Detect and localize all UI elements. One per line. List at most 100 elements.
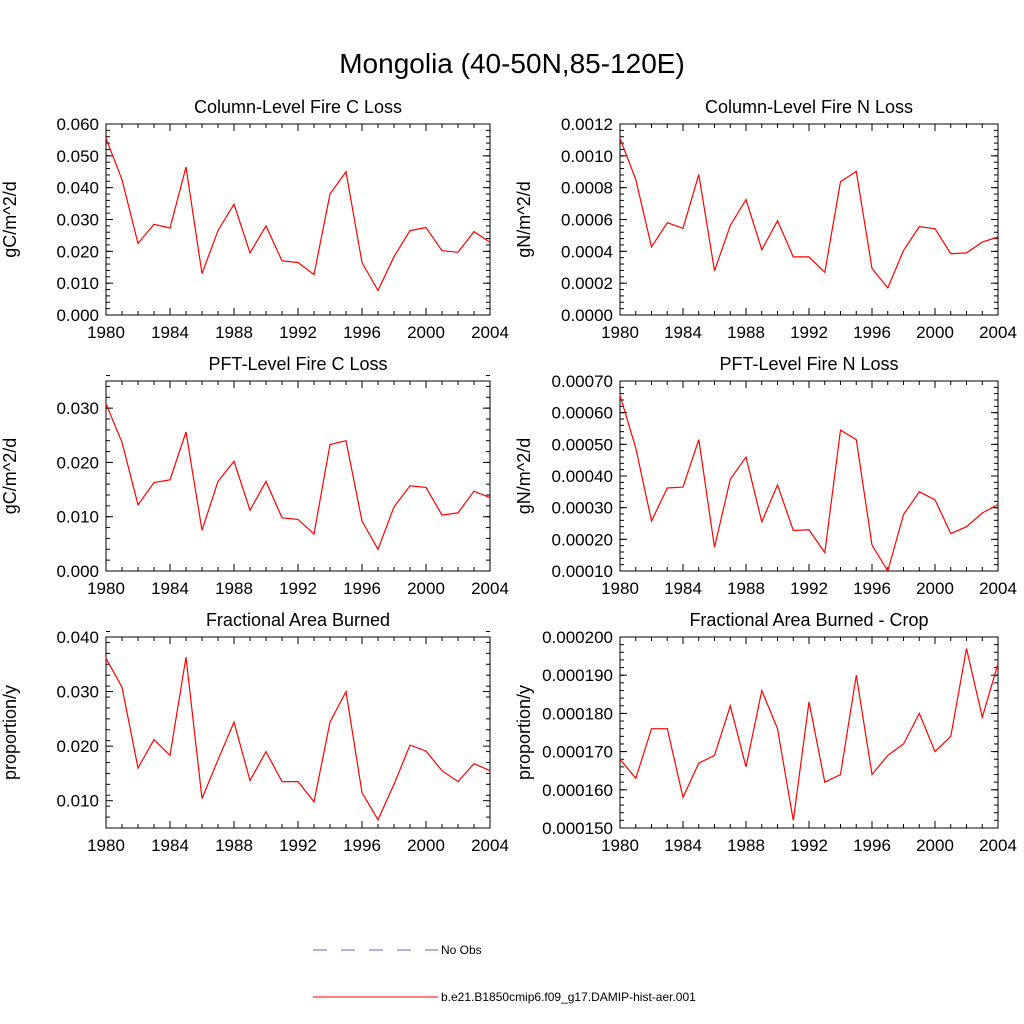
x-tick-label: 1980 [601,323,639,342]
panel-title: PFT-Level Fire C Loss [208,354,387,374]
y-tick-label: 0.000 [56,306,99,325]
x-tick-label: 2004 [979,836,1017,855]
x-tick-label: 1992 [790,579,828,598]
x-tick-label: 2000 [916,836,954,855]
x-tick-label: 1984 [151,836,189,855]
x-tick-label: 2000 [407,836,445,855]
panel-4: PFT-Level Fire N Loss gN/m^2/d 1980 1984 198… [514,354,1017,598]
series-line-1 [105,657,491,822]
y-tick-label: 0.00020 [552,530,613,549]
panel-title: Column-Level Fire C Loss [194,97,402,117]
x-tick-label: 1980 [87,323,125,342]
x-tick-label: 1980 [87,579,125,598]
plot-frame [619,380,999,572]
y-tick-label: 0.00030 [552,499,613,518]
x-tick-label: 1984 [664,323,702,342]
x-tick-label: 1988 [727,323,765,342]
panel-3: PFT-Level Fire C Loss gC/m^2/d 1980 1984 198… [0,354,509,598]
x-tick-label: 2000 [407,579,445,598]
x-tick-label: 2004 [979,323,1017,342]
plot-frame [619,123,999,316]
x-tick-label: 1996 [853,323,891,342]
y-tick-label: 0.020 [56,737,99,756]
x-tick-label: 1996 [343,579,381,598]
x-tick-label: 1992 [790,323,828,342]
x-tick-label: 1992 [279,579,317,598]
plot-frame [105,123,491,316]
y-tick-label: 0.00070 [552,372,613,391]
x-tick-label: 2004 [979,579,1017,598]
x-tick-label: 1992 [790,836,828,855]
x-tick-label: 1988 [215,836,253,855]
y-axis-label: proportion/y [514,685,534,780]
panel-title: Column-Level Fire N Loss [705,97,913,117]
panel-title: Fractional Area Burned - Crop [689,610,928,630]
y-tick-label: 0.0006 [561,211,613,230]
y-tick-label: 0.000160 [542,781,613,800]
y-tick-label: 0.000 [56,562,99,581]
x-tick-label: 1984 [664,836,702,855]
y-tick-label: 0.030 [56,683,99,702]
x-tick-label: 2000 [407,323,445,342]
x-tick-label: 1988 [727,579,765,598]
y-tick-label: 0.00050 [552,435,613,454]
x-tick-label: 1984 [664,579,702,598]
figure-title: Mongolia (40-50N,85-120E) [339,48,685,79]
x-tick-label: 1980 [601,579,639,598]
x-tick-label: 2000 [916,323,954,342]
y-tick-label: 0.0008 [561,179,613,198]
y-tick-label: 0.00040 [552,467,613,486]
y-tick-label: 0.030 [56,399,99,418]
y-tick-label: 0.000150 [542,819,613,838]
y-tick-label: 0.00010 [552,562,613,581]
x-tick-label: 1984 [151,323,189,342]
x-tick-label: 1996 [343,836,381,855]
y-tick-label: 0.060 [56,115,99,134]
y-tick-label: 0.0004 [561,242,613,261]
y-axis-label: gC/m^2/d [0,438,20,514]
x-tick-label: 1988 [215,579,253,598]
y-tick-label: 0.000190 [542,666,613,685]
y-tick-label: 0.020 [56,242,99,261]
x-tick-label: 1992 [279,836,317,855]
y-axis-label: gN/m^2/d [514,438,534,514]
plot-frame [105,636,491,829]
y-axis-label: proportion/y [0,685,20,780]
y-tick-label: 0.0012 [561,115,613,134]
panel-5: Fractional Area Burned proportion/y 1980 19… [0,610,509,855]
y-tick-label: 0.040 [56,628,99,647]
legend: No Obs b.e21.B1850cmip6.f09_g17.DAMIP-his… [313,943,696,1004]
y-tick-label: 0.0002 [561,274,613,293]
y-tick-label: 0.000180 [542,704,613,723]
y-tick-label: 0.020 [56,453,99,472]
y-tick-label: 0.010 [56,792,99,811]
panel-1: Column-Level Fire C Loss gC/m^2/d 1980 1984… [0,97,509,342]
y-tick-label: 0.050 [56,147,99,166]
x-tick-label: 1996 [343,323,381,342]
panel-6: Fractional Area Burned - Crop proportion/… [514,610,1017,855]
plot-frame [619,636,999,829]
legend-label-2: b.e21.B1850cmip6.f09_g17.DAMIP-hist-aer.… [441,990,696,1004]
y-tick-label: 0.010 [56,508,99,527]
y-tick-label: 0.000200 [542,628,613,647]
series-line-1 [619,138,999,290]
series-line-1 [619,648,999,821]
legend-label-1: No Obs [441,943,482,957]
x-tick-label: 1996 [853,836,891,855]
series-line-1 [105,138,491,292]
panel-title: PFT-Level Fire N Loss [719,354,898,374]
x-tick-label: 1988 [727,836,765,855]
series-line-1 [105,403,491,551]
x-tick-label: 2004 [471,323,509,342]
x-tick-label: 1992 [279,323,317,342]
y-tick-label: 0.010 [56,274,99,293]
y-tick-label: 0.000170 [542,743,613,762]
y-tick-label: 0.0010 [561,147,613,166]
x-tick-label: 1980 [601,836,639,855]
plot-frame [105,380,491,572]
x-tick-label: 1984 [151,579,189,598]
panel-title: Fractional Area Burned [206,610,390,630]
x-tick-label: 1996 [853,579,891,598]
y-tick-label: 0.00060 [552,404,613,423]
